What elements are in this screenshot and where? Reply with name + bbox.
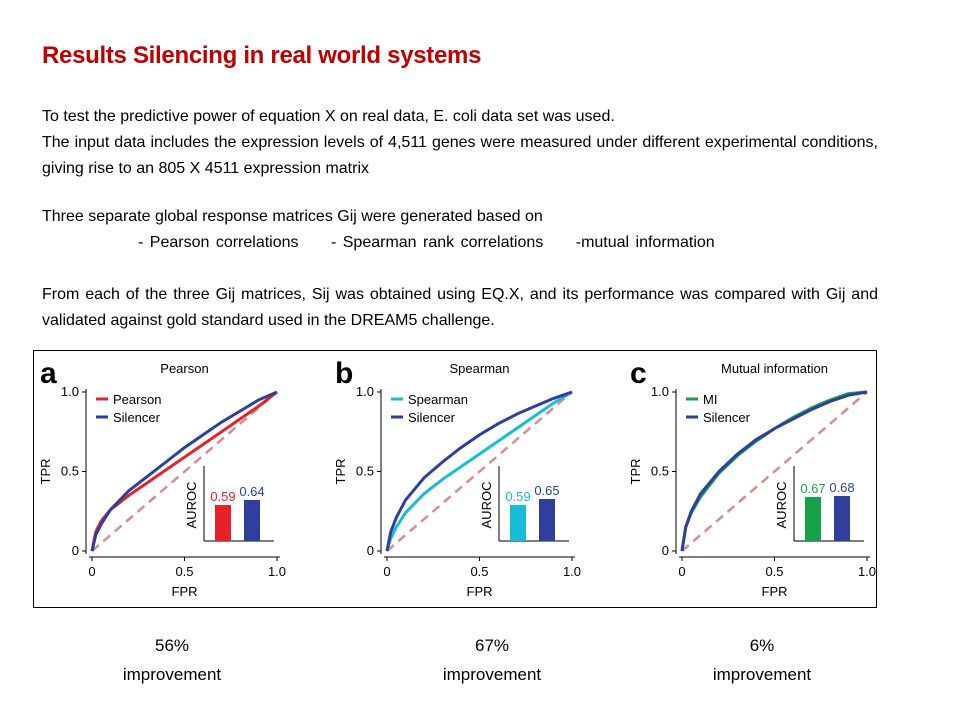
panel-c-y-tick-label: 0	[662, 543, 669, 558]
panel-b-x-tick-label: 0	[383, 564, 390, 579]
improvement-spearman-label: improvement	[442, 665, 542, 684]
panel-a-x-tick-label: 1.0	[268, 564, 286, 579]
panel-b-title: Spearman	[450, 361, 510, 376]
panel-a-random-diagonal	[91, 391, 278, 552]
panel-b-y-tick-label: 1.0	[356, 384, 374, 399]
matrices-paragraph: Three separate global response matrices …	[42, 204, 878, 256]
panel-a-title: Pearson	[160, 361, 208, 376]
panel-c-legend-label-0: MI	[703, 392, 717, 407]
panel-c-random-diagonal	[681, 391, 868, 552]
improvement-spearman: 67% improvement	[417, 631, 567, 689]
panel-a-letter: a	[40, 357, 57, 390]
panel-b-series-spearman-line	[385, 390, 573, 552]
panel-c-legend-label-1: Silencer	[703, 410, 751, 425]
panel-c-title: Mutual information	[721, 361, 828, 376]
panel-c-ylabel: TPR	[628, 459, 643, 485]
panel-a-series-silencer-line	[90, 390, 278, 552]
panel-c-inset-bar-label-0: 0.67	[800, 481, 825, 496]
slide-title: Results Silencing in real world systems	[42, 42, 482, 69]
panel-b-letter: b	[335, 357, 353, 390]
panel-c-inset-bar-1	[834, 496, 850, 541]
improvement-pearson-percent: 56%	[154, 636, 190, 655]
panel-c-inset-bar-label-1: 0.68	[829, 480, 854, 495]
intro-line-1: To test the predictive power of equation…	[42, 108, 615, 125]
panel-c-y-tick-label: 1.0	[651, 384, 669, 399]
panel-a-inset-bar-label-0: 0.59	[210, 489, 235, 504]
panel-a-inset-bar-label-1: 0.64	[239, 484, 264, 499]
improvement-mi: 6% improvement	[687, 631, 837, 689]
improvement-mi-percent: 6%	[749, 636, 775, 655]
panel-b-series-silencer-line	[385, 390, 573, 552]
panel-a-x-tick-label: 0	[88, 564, 95, 579]
panel-a-y-tick-label: 1.0	[61, 384, 79, 399]
performance-paragraph: From each of the three Gij matrices, Sij…	[42, 286, 878, 329]
panel-a-legend-label-0: Pearson	[113, 392, 161, 407]
matrix-item-pearson: - Pearson correlations	[138, 234, 299, 251]
panel-b-x-tick-label: 1.0	[563, 564, 581, 579]
panel-b-inset-bar-0	[510, 505, 526, 541]
panel-b-y-tick-label: 0.5	[356, 464, 374, 479]
panel-b-random-diagonal	[386, 391, 573, 552]
panel-b-xlabel: FPR	[467, 584, 493, 599]
panel-b-y-tick-label: 0	[367, 543, 374, 558]
improvement-spearman-percent: 67%	[474, 636, 510, 655]
intro-paragraph: To test the predictive power of equation…	[42, 104, 878, 182]
panel-c-y-tick-label: 0.5	[651, 464, 669, 479]
panel-b-inset-bar-label-0: 0.59	[505, 489, 530, 504]
panel-a-y-tick-label: 0.5	[61, 464, 79, 479]
panel-b-inset-bar-label-1: 0.65	[534, 483, 559, 498]
panel-a-legend-label-1: Silencer	[113, 410, 161, 425]
matrix-item-mi: -mutual information	[575, 234, 715, 251]
intro-line-2: The input data includes the expression l…	[42, 134, 878, 177]
panel-b-inset-bar-1	[539, 499, 555, 541]
panel-c-x-tick-label: 0	[678, 564, 685, 579]
roc-figure: a Pearson 0 0 0.5 0.5 1.0 1.0 FPR TPR Pearson Silen…	[33, 350, 877, 608]
panel-a-x-tick-label: 0.5	[175, 564, 193, 579]
panel-c-x-tick-label: 0.5	[765, 564, 783, 579]
panel-c-inset-ylabel: AUROC	[774, 482, 789, 529]
panel-c-xlabel: FPR	[762, 584, 788, 599]
panel-a-series-pearson-line	[90, 390, 278, 552]
panel-c-series-silencer-line	[680, 390, 868, 552]
matrices-line: Three separate global response matrices …	[42, 208, 543, 225]
improvement-pearson: 56% improvement	[97, 631, 247, 689]
panel-b-legend-label-1: Silencer	[408, 410, 456, 425]
panel-b-ylabel: TPR	[333, 459, 348, 485]
panel-c-inset-bar-0	[805, 497, 821, 541]
improvement-pearson-label: improvement	[122, 665, 222, 684]
panel-b-inset-ylabel: AUROC	[479, 482, 494, 529]
panel-b-legend-label-0: Spearman	[408, 392, 468, 407]
panel-a-xlabel: FPR	[172, 584, 198, 599]
improvement-mi-label: improvement	[712, 665, 812, 684]
panel-b-x-tick-label: 0.5	[470, 564, 488, 579]
panel-c-letter: c	[630, 357, 647, 390]
matrices-list: - Pearson correlations - Spearman rank c…	[42, 230, 878, 256]
panel-a-ylabel: TPR	[38, 459, 53, 485]
panel-a-y-tick-label: 0	[72, 543, 79, 558]
roc-figure-svg: a Pearson000.50.51.01.0FPRTPRPearsonSilen…	[38, 357, 876, 599]
panel-a-inset-bar-1	[244, 500, 260, 541]
panel-a-inset-ylabel: AUROC	[184, 482, 199, 529]
matrix-item-spearman: - Spearman rank correlations	[330, 234, 544, 251]
panel-a-inset-bar-0	[215, 505, 231, 541]
panel-c-x-tick-label: 1.0	[858, 564, 876, 579]
